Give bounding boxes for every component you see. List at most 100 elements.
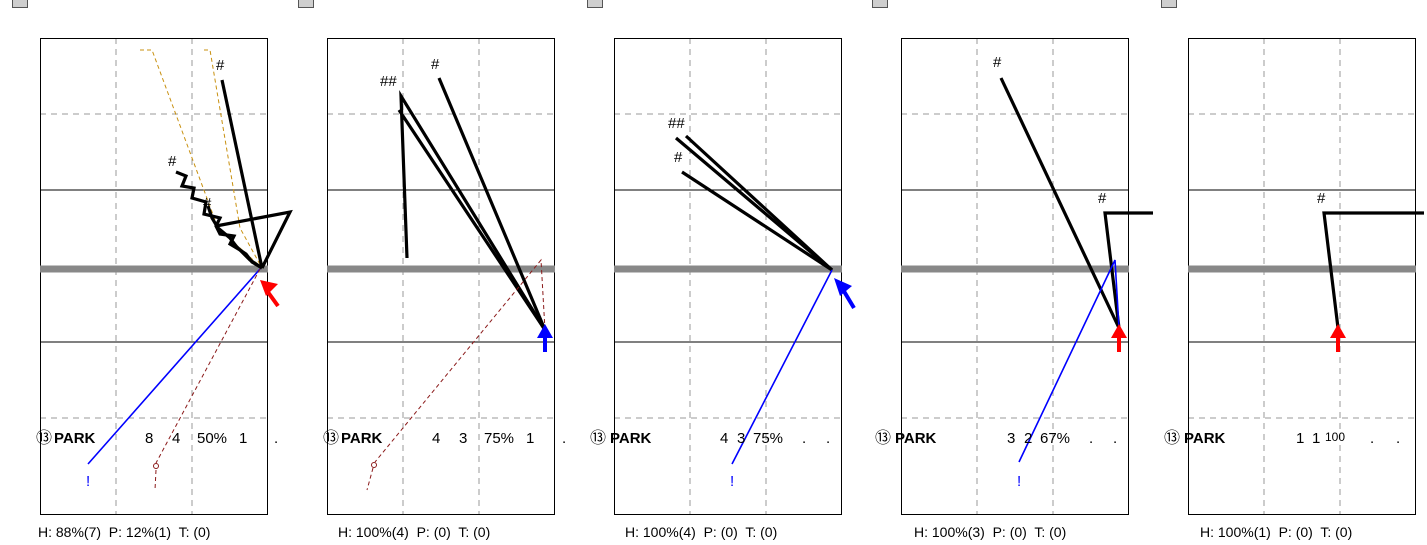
route-end-circle bbox=[153, 463, 159, 469]
hash-mark: # bbox=[168, 153, 177, 170]
route-dashed-orange bbox=[140, 49, 263, 269]
stat-b: 4 bbox=[172, 430, 180, 447]
chart-panel: # ⑬ PARK 1 1 100 . . bbox=[1164, 38, 1424, 515]
route-black bbox=[206, 205, 263, 270]
solid-lines bbox=[614, 189, 842, 343]
end-mark: ! bbox=[730, 473, 734, 490]
circle-number: ⑬ bbox=[36, 429, 52, 447]
hash-mark: # bbox=[203, 195, 212, 212]
route-dashed-red bbox=[374, 258, 546, 463]
panel-footer: H: 100%(1) P: (0) T: (0) bbox=[1200, 524, 1353, 540]
chart-panel: ## # ⑬ PARK 4 3 75% . . ! bbox=[590, 38, 856, 515]
stat-b: 3 bbox=[459, 430, 467, 447]
panel-footer: H: 88%(7) P: 12%(1) T: (0) bbox=[38, 524, 211, 540]
circle-number: ⑬ bbox=[590, 429, 606, 447]
field-chart: # # ⑬ PARK 3 2 67% . . ! bbox=[875, 38, 1153, 515]
route-black bbox=[397, 109, 547, 331]
route-black bbox=[399, 89, 547, 331]
route-dashed-red bbox=[155, 268, 261, 464]
route-black bbox=[999, 77, 1121, 329]
stat-c: . bbox=[1370, 430, 1374, 447]
grid bbox=[1188, 38, 1416, 515]
circle-number: ⑬ bbox=[323, 429, 339, 447]
hash-mark: # bbox=[1098, 190, 1107, 207]
solid-lines bbox=[327, 189, 555, 343]
grid bbox=[901, 38, 1129, 515]
arrow-icon bbox=[537, 324, 553, 352]
chart-panel: # # # ⑬ PARK 8 4 50% 1 . ! bbox=[36, 38, 293, 515]
arrow-icon bbox=[1111, 324, 1127, 352]
field-chart: ## # ⑬ PARK 4 3 75% 1 . bbox=[323, 38, 566, 515]
hash-mark: # bbox=[216, 57, 225, 74]
route-black bbox=[215, 209, 293, 269]
arrow-icon bbox=[260, 280, 280, 308]
chart-panel: ## # ⑬ PARK 4 3 75% 1 . bbox=[323, 38, 566, 515]
stat-d: . bbox=[1396, 430, 1400, 447]
field-chart: ## # ⑬ PARK 4 3 75% . . ! bbox=[590, 38, 856, 515]
route-black bbox=[437, 77, 547, 331]
hash-mark: # bbox=[993, 54, 1002, 71]
panel-tab-2[interactable] bbox=[298, 0, 314, 8]
stat-pct: 100 bbox=[1325, 430, 1345, 444]
player-name: PARK bbox=[1184, 430, 1226, 447]
stat-pct: 75% bbox=[484, 430, 514, 447]
route-end-circle bbox=[371, 462, 377, 468]
stat-pct: 50% bbox=[197, 430, 227, 447]
panel-tab-1[interactable] bbox=[12, 0, 28, 8]
stat-d: . bbox=[274, 430, 278, 447]
stat-d: . bbox=[826, 430, 830, 447]
route-black bbox=[684, 134, 834, 272]
panel-tab-5[interactable] bbox=[1161, 0, 1177, 8]
stat-c: . bbox=[802, 430, 806, 447]
end-mark: ! bbox=[86, 473, 90, 490]
circle-number: ⑬ bbox=[1164, 429, 1180, 447]
route-dashed-orange bbox=[204, 49, 263, 269]
stat-b: 3 bbox=[737, 430, 745, 447]
field-chart: # ⑬ PARK 1 1 100 . . bbox=[1164, 38, 1424, 515]
panel-footer: H: 100%(4) P: (0) T: (0) bbox=[338, 524, 491, 540]
player-name: PARK bbox=[895, 430, 937, 447]
solid-lines bbox=[1188, 189, 1416, 343]
stat-a: 8 bbox=[145, 430, 153, 447]
player-name: PARK bbox=[54, 430, 96, 447]
route-blue bbox=[731, 269, 833, 465]
end-mark: ! bbox=[1017, 473, 1021, 490]
route-dashed-red bbox=[154, 469, 157, 491]
hash-mark: # bbox=[674, 149, 683, 166]
hash-mark: # bbox=[431, 56, 440, 73]
route-blue bbox=[1018, 259, 1120, 463]
arrow-icon bbox=[834, 278, 856, 310]
hash-mark: ## bbox=[668, 115, 685, 132]
panel-tab-3[interactable] bbox=[587, 0, 603, 8]
player-name: PARK bbox=[610, 430, 652, 447]
stat-a: 3 bbox=[1007, 430, 1015, 447]
stat-b: 2 bbox=[1024, 430, 1032, 447]
panel-footer: H: 100%(4) P: (0) T: (0) bbox=[625, 524, 778, 540]
panel-border bbox=[901, 38, 1129, 515]
route-black bbox=[1322, 211, 1424, 329]
route-blue bbox=[87, 268, 261, 465]
chart-panel: # # ⑬ PARK 3 2 67% . . ! bbox=[875, 38, 1153, 515]
stat-a: 4 bbox=[432, 430, 440, 447]
panel-border bbox=[1188, 38, 1416, 515]
stat-d: . bbox=[562, 430, 566, 447]
stat-a: 1 bbox=[1296, 430, 1304, 447]
circle-number: ⑬ bbox=[875, 429, 891, 447]
solid-lines bbox=[901, 189, 1129, 343]
stat-d: . bbox=[1113, 430, 1117, 447]
route-black bbox=[220, 79, 264, 269]
panel-border bbox=[40, 38, 268, 515]
stat-a: 4 bbox=[720, 430, 728, 447]
field-chart: # # # ⑬ PARK 8 4 50% 1 . ! bbox=[36, 38, 293, 515]
stat-pct: 75% bbox=[753, 430, 783, 447]
route-black bbox=[1103, 211, 1153, 329]
stat-c: 1 bbox=[526, 430, 534, 447]
solid-lines bbox=[40, 189, 268, 343]
panel-tab-4[interactable] bbox=[872, 0, 888, 8]
route-dashed-red bbox=[366, 467, 374, 491]
stat-c: . bbox=[1089, 430, 1093, 447]
stat-c: 1 bbox=[239, 430, 247, 447]
hash-mark: # bbox=[1317, 190, 1326, 207]
hash-mark: ## bbox=[380, 73, 397, 90]
panel-border bbox=[614, 38, 842, 515]
